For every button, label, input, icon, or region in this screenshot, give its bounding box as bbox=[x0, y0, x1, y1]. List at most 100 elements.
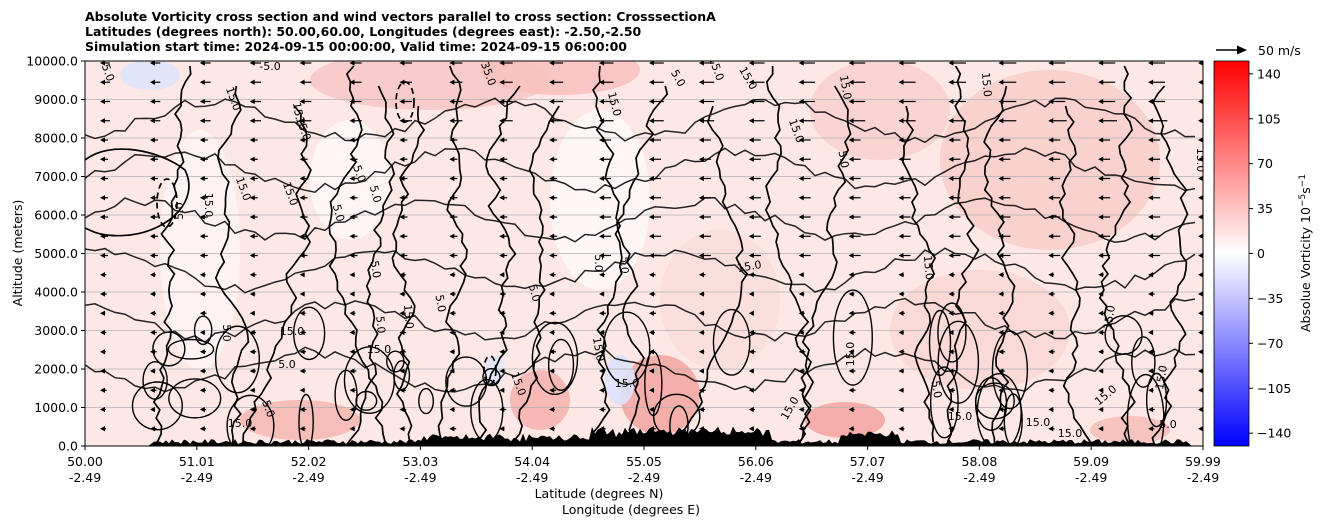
wind-vector bbox=[499, 310, 506, 316]
wind-vector bbox=[149, 79, 161, 85]
wind-vector-head bbox=[249, 195, 255, 201]
contour-label: 15.0 bbox=[202, 193, 215, 218]
contour-line bbox=[1151, 85, 1189, 446]
contour-loop bbox=[292, 306, 326, 361]
wind-vector-head bbox=[798, 118, 804, 124]
wind-vector bbox=[449, 291, 456, 297]
colorbar-ticks: 140 105 70 35 0 −35 −70 −105 −140 bbox=[1249, 66, 1291, 441]
wind-vector bbox=[299, 349, 306, 355]
wind-vector-head bbox=[698, 195, 704, 201]
x-tick-label-lat: 50.00 bbox=[67, 454, 103, 469]
wind-vector bbox=[149, 310, 157, 316]
contour-label: 15.0 bbox=[1153, 364, 1170, 390]
wind-vector bbox=[549, 310, 556, 316]
wind-vector-head bbox=[848, 310, 854, 316]
wind-vector bbox=[349, 61, 362, 66]
wind-vector bbox=[499, 329, 505, 336]
wind-vector-head bbox=[599, 195, 605, 201]
wind-vector bbox=[199, 214, 208, 220]
contour-loop bbox=[193, 315, 213, 346]
wind-vector bbox=[998, 118, 1017, 124]
wind-vector-head bbox=[199, 349, 205, 355]
x-tick-label-lat: 56.06 bbox=[738, 454, 774, 469]
wind-vector-head bbox=[898, 310, 904, 316]
wind-vector-head bbox=[399, 368, 405, 374]
wind-vector bbox=[649, 406, 655, 413]
wind-vector-head bbox=[649, 156, 654, 162]
wind-vector bbox=[149, 175, 158, 182]
wind-vector bbox=[1048, 233, 1061, 239]
wind-vector-head bbox=[149, 214, 155, 220]
wind-vector-head bbox=[649, 272, 654, 278]
wind-vector-head bbox=[599, 368, 605, 374]
wind-vector bbox=[1198, 118, 1203, 124]
wind-vector-head bbox=[698, 233, 704, 239]
wind-vector-head bbox=[599, 329, 605, 336]
wind-vector-head bbox=[1048, 406, 1054, 413]
wind-vector bbox=[549, 195, 558, 201]
wind-vector-head bbox=[748, 272, 754, 278]
wind-vector-head bbox=[698, 214, 704, 220]
wind-vector-head bbox=[449, 329, 455, 336]
wind-vector bbox=[848, 195, 861, 201]
wind-vector bbox=[898, 233, 911, 239]
contour-loop bbox=[298, 393, 314, 446]
vorticity-contours bbox=[85, 65, 1196, 446]
wind-vector bbox=[499, 98, 513, 105]
wind-vector-head bbox=[1098, 329, 1104, 336]
wind-vector-head bbox=[149, 175, 155, 182]
wind-vector-head bbox=[449, 368, 455, 374]
wind-vector bbox=[1148, 195, 1161, 201]
wind-vector-head bbox=[998, 329, 1004, 336]
wind-vector-head bbox=[798, 156, 804, 162]
contour-loop bbox=[142, 361, 168, 400]
wind-vector bbox=[599, 272, 606, 278]
wind-vector-head bbox=[1148, 233, 1154, 239]
wind-vector bbox=[299, 233, 308, 239]
wind-vector bbox=[649, 310, 656, 316]
wind-vector bbox=[748, 310, 754, 316]
contour-label: 15.0 bbox=[1058, 427, 1083, 440]
wind-vector bbox=[299, 175, 308, 182]
wind-vector-head bbox=[199, 137, 205, 143]
shading-blob bbox=[890, 270, 1070, 390]
wind-vector bbox=[349, 349, 356, 355]
wind-vector-head bbox=[199, 98, 205, 105]
wind-vector bbox=[948, 272, 955, 278]
wind-vector-head bbox=[100, 98, 105, 105]
wind-vector bbox=[349, 329, 355, 336]
wind-vector-head bbox=[549, 214, 555, 220]
wind-vector bbox=[100, 61, 110, 66]
wind-vector bbox=[898, 214, 911, 220]
wind-vector-head bbox=[649, 310, 654, 316]
wind-vector bbox=[698, 137, 711, 143]
wind-vector bbox=[199, 61, 211, 66]
wind-vector-head bbox=[748, 98, 754, 105]
wind-vector-head bbox=[449, 79, 455, 85]
wind-vector bbox=[698, 175, 711, 182]
wind-vector bbox=[100, 156, 108, 162]
wind-vector-head bbox=[748, 118, 754, 124]
x-tick-label-lat: 58.08 bbox=[962, 454, 998, 469]
wind-vector-head bbox=[549, 98, 555, 105]
wind-vector bbox=[748, 387, 754, 393]
wind-vector bbox=[399, 61, 413, 66]
wind-vector-head bbox=[898, 175, 904, 182]
wind-vector-head bbox=[599, 349, 605, 355]
contour-loop bbox=[168, 378, 222, 419]
wind-vector bbox=[649, 79, 664, 85]
wind-vector bbox=[698, 329, 705, 336]
wind-vector-head bbox=[499, 406, 505, 413]
wind-vector-head bbox=[1198, 387, 1203, 393]
wind-vector bbox=[549, 79, 564, 85]
wind-vector bbox=[499, 426, 505, 432]
wind-vector-head bbox=[649, 79, 654, 85]
wind-vector-head bbox=[848, 387, 854, 393]
wind-vector-head bbox=[1098, 118, 1104, 124]
wind-vector bbox=[1048, 61, 1066, 66]
chart-title: Absolute Vorticity cross section and win… bbox=[85, 9, 716, 54]
wind-vector-head bbox=[698, 252, 704, 259]
wind-vector-head bbox=[948, 368, 954, 374]
wind-vector-head bbox=[449, 195, 455, 201]
wind-vector-head bbox=[299, 79, 305, 85]
